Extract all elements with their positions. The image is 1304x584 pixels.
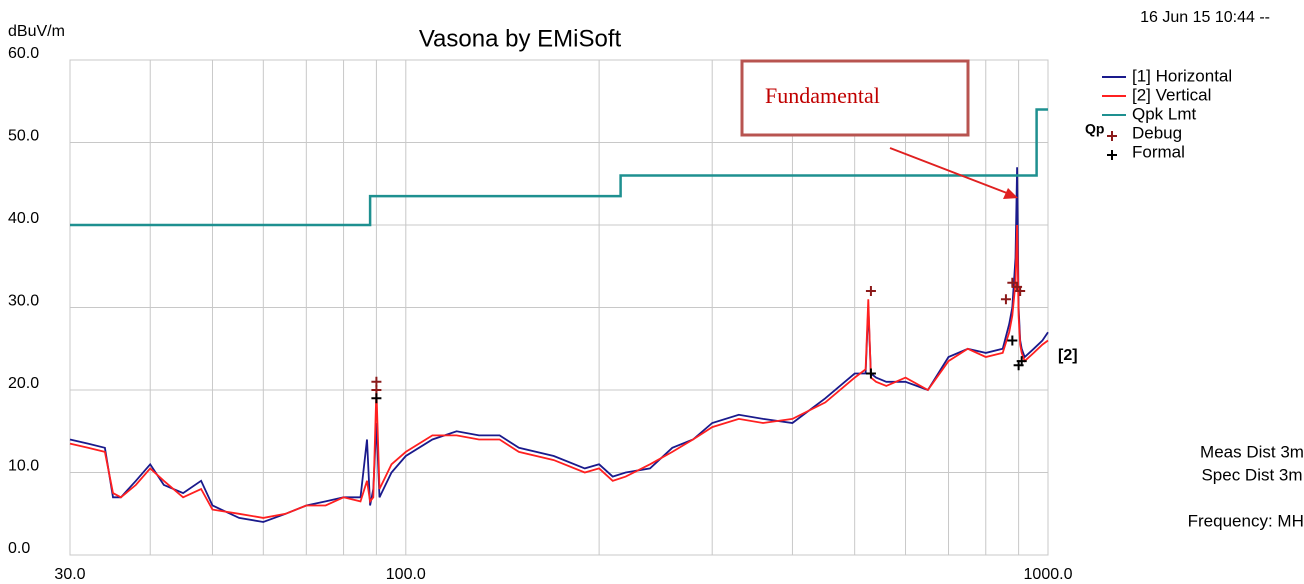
legend-swatch	[1107, 150, 1117, 160]
y-tick-label: 20.0	[8, 375, 39, 392]
x-tick-label: 1000.0	[1024, 566, 1073, 583]
note: Spec Dist 3m	[1201, 465, 1302, 484]
legend-swatch	[1107, 131, 1117, 141]
y-tick-label: 40.0	[8, 210, 39, 227]
annotation-arrow	[889, 147, 1013, 196]
y-tick-label: 30.0	[8, 293, 39, 310]
legend-label: Debug	[1132, 123, 1182, 142]
y-tick-label: 50.0	[8, 128, 39, 145]
marker	[865, 286, 876, 296]
annotation-box	[740, 59, 970, 137]
annotation: Fundamental	[765, 83, 880, 108]
series-line	[69, 167, 1049, 523]
marker	[1007, 335, 1018, 346]
legend-label: Qpk Lmt	[1132, 104, 1197, 123]
trace-tag: [2]	[1058, 347, 1078, 364]
marker	[371, 393, 382, 404]
legend-label: [1] Horizontal	[1132, 66, 1232, 85]
y-tick-label: 10.0	[8, 458, 39, 475]
marker	[1000, 294, 1011, 305]
y-tick-label: 60.0	[8, 45, 39, 62]
chart-title: Vasona by EMiSoft	[419, 25, 622, 52]
marker	[1016, 356, 1027, 367]
y-tick-label: 0.0	[8, 540, 30, 557]
timestamp: 16 Jun 15 10:44 --	[1140, 9, 1270, 26]
note: Meas Dist 3m	[1200, 442, 1304, 461]
x-tick-label: 30.0	[54, 566, 85, 583]
y-axis-label: dBuV/m	[8, 23, 65, 40]
marker	[865, 368, 876, 379]
limit-tag: Qp	[1085, 121, 1104, 137]
legend-label: Formal	[1132, 142, 1185, 161]
marker	[1015, 286, 1026, 296]
x-tick-label: 100.0	[386, 566, 426, 583]
series-line	[70, 108, 1048, 227]
legend-label: [2] Vertical	[1132, 85, 1211, 104]
note: Frequency: MHz	[1188, 511, 1304, 530]
series-line	[69, 224, 1049, 519]
annotation-arrowhead	[1003, 188, 1018, 199]
